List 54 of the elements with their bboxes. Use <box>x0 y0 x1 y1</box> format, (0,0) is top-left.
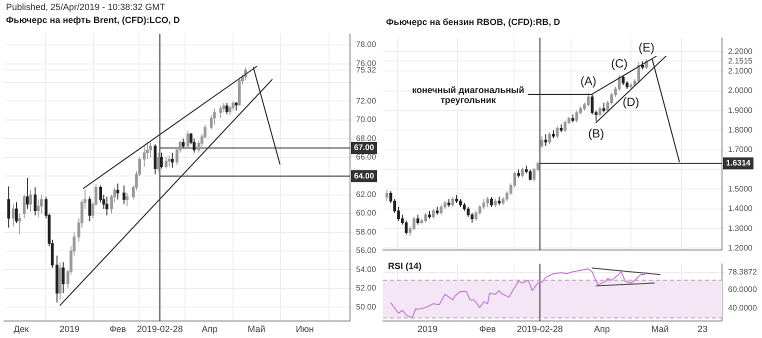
y-tick-label: 62.00 <box>356 190 377 200</box>
y-tick-label: 60.00 <box>356 208 377 218</box>
x-tick-label: Фев <box>109 324 126 334</box>
x-tick-label: Июн <box>296 324 314 334</box>
x-tick-label: 2019-02-28 <box>516 324 563 334</box>
x-tick-label: 2019-02-28 <box>136 324 183 334</box>
y-tick-label: 1.7000 <box>728 145 754 154</box>
ref-line-label: 1.6314 <box>726 158 752 168</box>
x-tick-label: Апр <box>594 324 610 334</box>
y-tick-label: 2.0000 <box>728 86 754 96</box>
y-tick-label: 68.00 <box>356 134 377 143</box>
chart-title: Фьючерс на бензин RBOB, (CFD):RB, D <box>386 17 560 27</box>
y-tick-label: 1.8000 <box>728 125 754 134</box>
y-tick-label: 50.00 <box>356 302 377 312</box>
x-tick-label: Фев <box>479 324 496 334</box>
y-tick-label: 1.4000 <box>728 204 754 214</box>
y-tick-label: 78.3872 <box>728 268 758 277</box>
annotation: конечный диагональный треугольник <box>412 84 524 105</box>
annotation: (C) <box>610 56 628 70</box>
ref-line-label: 64.00 <box>354 171 375 180</box>
y-tick-label: 75.32 <box>356 65 377 74</box>
y-tick-label: 78.00 <box>356 40 377 50</box>
y-tick-label: 2.2000 <box>728 46 754 56</box>
x-tick-label: Май <box>248 324 266 334</box>
y-tick-label: 1.5000 <box>728 184 754 194</box>
annotation: (B) <box>588 126 604 140</box>
y-tick-label: 66.00 <box>356 152 377 162</box>
y-tick-label: 1.9000 <box>728 106 754 115</box>
y-tick-label: 56.00 <box>356 246 377 256</box>
y-tick-label: 52.00 <box>356 284 377 293</box>
chart-title: RSI (14) <box>388 261 422 271</box>
y-tick-label: 76.00 <box>356 58 377 68</box>
annotation: (E) <box>638 40 654 55</box>
y-tick-label: 1.2000 <box>728 243 754 252</box>
annotation: (A) <box>580 74 596 88</box>
x-tick-label: 2019 <box>418 324 438 334</box>
x-tick-label: Май <box>651 324 669 334</box>
y-tick-label: 60.0000 <box>728 284 758 294</box>
y-tick-label: 40.0000 <box>728 304 758 313</box>
chart-title: Фьючерс на нефть Brent, (CFD):LCO, D <box>6 15 180 25</box>
y-tick-label: 1.3000 <box>728 224 754 233</box>
annotation: (D) <box>622 95 640 110</box>
y-tick-label: 2.1515 <box>728 56 754 66</box>
y-tick-label: 70.00 <box>356 115 377 124</box>
y-tick-label: 72.00 <box>356 96 377 106</box>
x-tick-label: 23 <box>698 324 708 334</box>
y-tick-label: 2.1000 <box>728 66 754 76</box>
y-tick-label: 54.00 <box>356 264 377 274</box>
ref-line-label: 67.00 <box>354 143 375 152</box>
text: Published, 25/Apr/2019 - 10:38:32 GMT <box>6 2 166 12</box>
y-tick-label: 58.00 <box>356 227 377 236</box>
x-tick-label: 2019 <box>59 324 80 334</box>
x-tick-label: Дек <box>14 324 29 334</box>
x-tick-label: Апр <box>202 324 218 334</box>
